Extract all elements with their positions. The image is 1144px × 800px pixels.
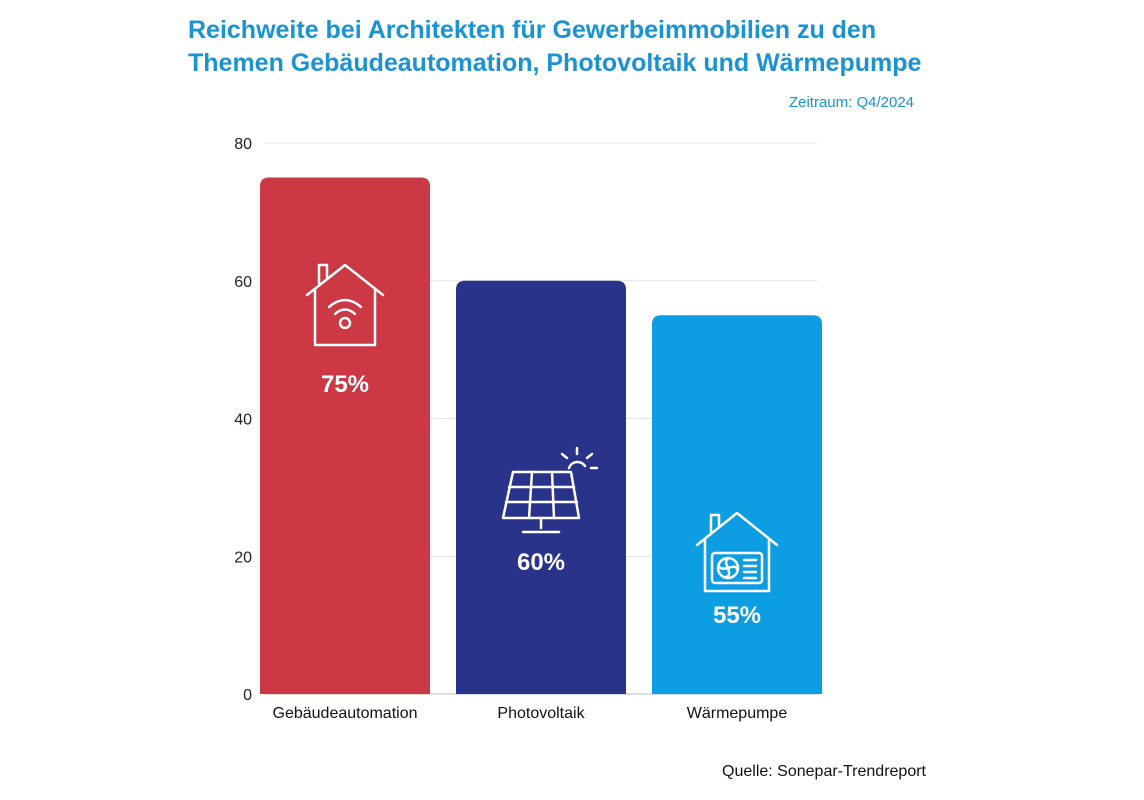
solar-panel-sun-icon xyxy=(501,446,599,534)
chart-title-line-2: Themen Gebäudeautomation, Photovoltaik u… xyxy=(188,49,922,77)
source-note: Quelle: Sonepar-Trendreport xyxy=(722,763,926,780)
y-tick-label: 80 xyxy=(234,136,252,153)
y-tick-label: 20 xyxy=(234,549,252,566)
chart-subtitle: Zeitraum: Q4/2024 xyxy=(788,94,914,111)
x-category-label: Photovoltaik xyxy=(497,705,585,722)
heat-pump-house-icon xyxy=(695,511,779,593)
chart-title-line-1: Reichweite bei Architekten für Gewerbeim… xyxy=(188,16,877,44)
y-tick-label: 0 xyxy=(243,687,252,704)
bar-2 xyxy=(652,315,822,694)
y-tick-label: 60 xyxy=(234,274,252,291)
data-label: 60% xyxy=(517,549,565,576)
data-label: 75% xyxy=(321,371,369,398)
bar-0 xyxy=(260,177,430,694)
x-axis-labels: Gebäudeautomation Photovoltaik Wärmepumpe xyxy=(273,705,788,722)
y-tick-label: 40 xyxy=(234,412,252,429)
smart-home-wifi-icon xyxy=(305,263,385,347)
chart-title: Reichweite bei Architekten für Gewerbeim… xyxy=(188,14,1088,80)
data-label: 55% xyxy=(713,602,761,629)
y-axis-ticks: 0 20 40 60 80 xyxy=(234,136,252,704)
x-category-label: Wärmepumpe xyxy=(687,705,788,722)
x-category-label: Gebäudeautomation xyxy=(273,705,418,722)
bars: 75% 60% 55% xyxy=(260,177,822,694)
